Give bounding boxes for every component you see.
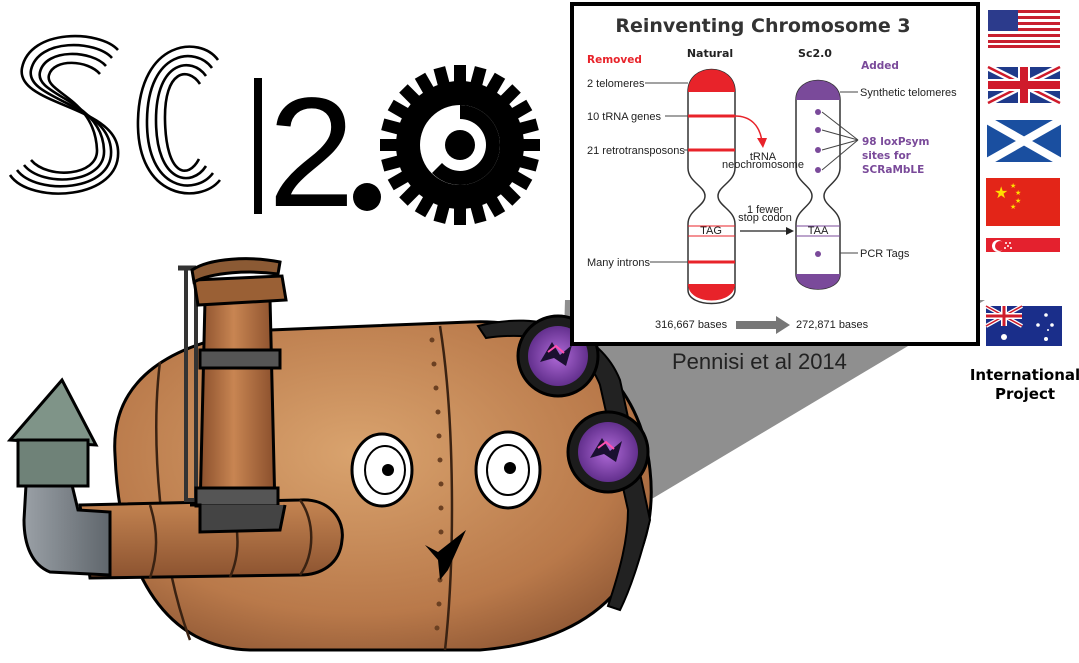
citation: Pennisi et al 2014 [672, 349, 847, 374]
svg-text:★: ★ [994, 183, 1008, 202]
svg-text:★: ★ [1015, 189, 1021, 197]
eye-right [474, 430, 542, 510]
trna-arrow [712, 115, 763, 143]
stop-label-1: stop codon [738, 212, 792, 224]
eye-left [350, 432, 414, 508]
panel-frame [570, 2, 980, 346]
chromosome-panel: Reinventing Chromosome 3 Removed Natural… [570, 2, 980, 346]
synthetic-codon: TAA [808, 225, 829, 237]
china-flag: ★ ★ ★ ★ ★ [986, 178, 1060, 226]
intl-label-0: International [970, 366, 1079, 384]
svg-text:★: ★ [1015, 197, 1021, 205]
svg-text:★: ★ [1010, 182, 1016, 190]
logo-sc-letters [8, 34, 222, 195]
synthetic-bases: 272,871 bases [796, 319, 869, 331]
svg-text:★: ★ [1010, 203, 1016, 211]
panel-title: Reinventing Chromosome 3 [615, 15, 910, 37]
natural-codon: TAG [700, 225, 722, 237]
removed-item-2: 21 retrotransposons [587, 145, 685, 157]
zoom-cone [560, 300, 985, 500]
australia-flag [985, 304, 1062, 346]
added-loxpsym-0: 98 loxPsym [862, 136, 929, 148]
elbow-pipe [22, 483, 112, 577]
logo-divider [254, 78, 262, 214]
removed-item-1: 10 tRNA genes [587, 111, 661, 123]
singapore-flag [986, 238, 1060, 264]
removed-item-3: Many introns [587, 257, 650, 269]
scotland-flag [985, 116, 1063, 166]
trna-label-1: neochromosome [722, 159, 804, 171]
removed-header: Removed [587, 54, 642, 66]
goggle-lens-bottom [566, 410, 650, 494]
natural-header: Natural [687, 47, 733, 60]
cone-cap [6, 377, 99, 447]
natural-bases: 316,667 bases [655, 319, 728, 331]
mouth [425, 530, 466, 580]
stop-codon-arrow [786, 227, 794, 235]
natural-chromosome: TAG [687, 68, 736, 305]
usa-flag [988, 10, 1060, 48]
uk-flag [986, 63, 1062, 107]
stop-label-0: 1 fewer [747, 204, 783, 216]
gear-icon [380, 65, 540, 225]
flag-column: ★ ★ ★ ★ ★ International Project [970, 10, 1079, 403]
added-telomeres: Synthetic telomeres [860, 87, 957, 99]
periscope [178, 257, 288, 534]
logo-two: 2 [268, 66, 355, 240]
removed-item-0: 2 telomeres [587, 78, 645, 90]
logo-dot [353, 183, 381, 211]
synthetic-chromosome: TAA [795, 79, 841, 290]
added-loxpsym-2: SCRaMbLE [862, 164, 924, 176]
added-header: Added [861, 60, 899, 72]
added-pcr: PCR Tags [860, 248, 910, 260]
bases-arrow [736, 316, 790, 334]
trna-label-0: tRNA [750, 151, 777, 163]
sc20-header: Sc2.0 [798, 47, 832, 60]
sc20-logo: 2 [8, 34, 540, 240]
intl-label-1: Project [995, 385, 1055, 403]
added-loxpsym-1: sites for [862, 150, 912, 162]
